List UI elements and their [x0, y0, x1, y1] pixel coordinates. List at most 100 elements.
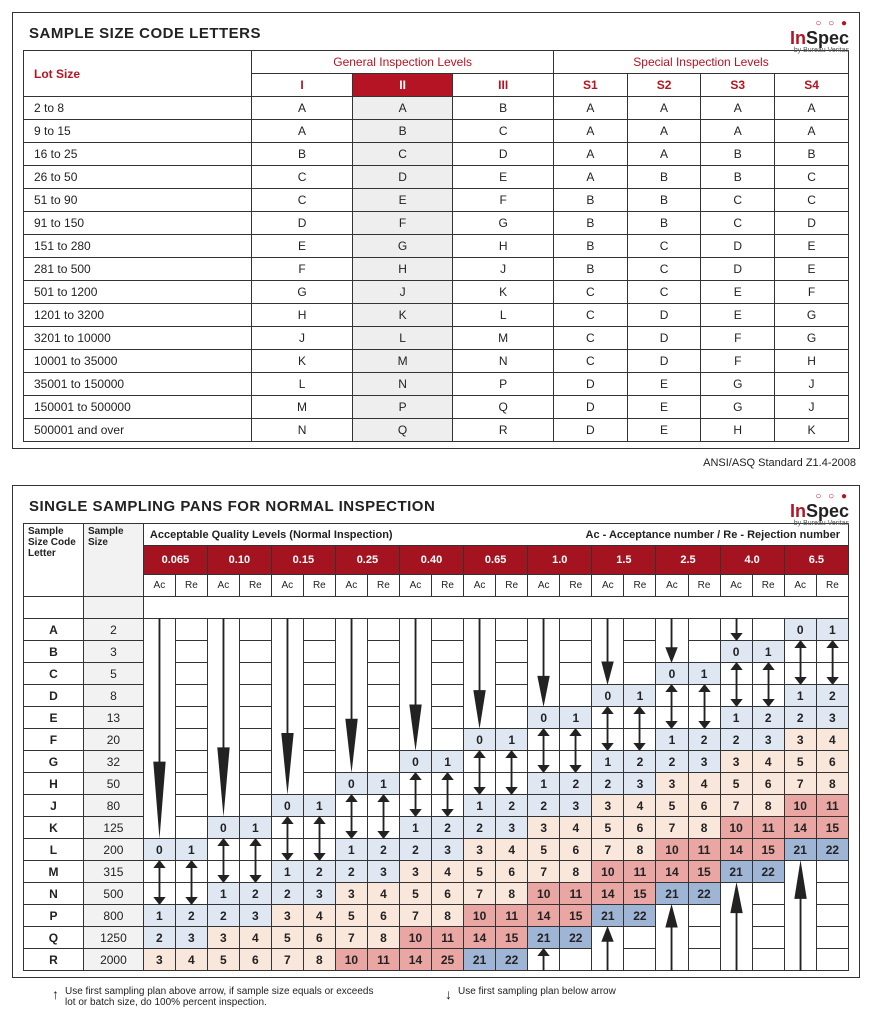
empty-cell	[239, 663, 271, 685]
code-cell: D	[627, 327, 701, 350]
empty-cell	[303, 751, 335, 773]
value-cell: 2	[303, 861, 335, 883]
value-cell: 11	[432, 927, 464, 949]
col-header: I	[252, 74, 353, 97]
arrow-up-icon	[752, 663, 784, 685]
lot-size: 26 to 50	[24, 166, 252, 189]
code-cell: C	[775, 166, 849, 189]
value-cell: 3	[239, 905, 271, 927]
acre-sub: Re	[624, 575, 656, 597]
acre-sub: Re	[239, 575, 271, 597]
empty-cell	[175, 751, 207, 773]
lot-size: 3201 to 10000	[24, 327, 252, 350]
sample-size: 32	[83, 751, 143, 773]
value-cell: 10	[399, 927, 431, 949]
code-cell: E	[775, 258, 849, 281]
value-cell: 5	[528, 839, 560, 861]
value-cell: 1	[656, 729, 688, 751]
code-letter: C	[24, 663, 84, 685]
value-cell: 1	[207, 883, 239, 905]
value-cell: 5	[335, 905, 367, 927]
code-cell: D	[554, 396, 628, 419]
lot-size: 151 to 280	[24, 235, 252, 258]
code-letter: R	[24, 949, 84, 971]
code-cell: J	[453, 258, 554, 281]
acre-sub: Ac	[720, 575, 752, 597]
empty-cell	[752, 949, 784, 971]
col-header: S4	[775, 74, 849, 97]
value-cell: 0	[464, 729, 496, 751]
value-cell: 3	[624, 773, 656, 795]
value-cell: 0	[784, 619, 816, 641]
col-header: S2	[627, 74, 701, 97]
code-cell: E	[252, 235, 353, 258]
value-cell: 14	[464, 927, 496, 949]
empty-cell	[175, 619, 207, 641]
code-cell: B	[252, 143, 353, 166]
empty-cell	[303, 729, 335, 751]
arrow-down-icon	[656, 707, 688, 729]
empty-cell	[752, 905, 784, 927]
empty-cell	[688, 641, 720, 663]
value-cell: 3	[560, 795, 592, 817]
value-cell: 7	[271, 949, 303, 971]
empty-cell	[239, 751, 271, 773]
code-cell: F	[352, 212, 453, 235]
value-cell: 11	[816, 795, 848, 817]
acre-sub: Re	[816, 575, 848, 597]
empty-cell	[496, 641, 528, 663]
acre-sub: Re	[432, 575, 464, 597]
empty-cell	[624, 927, 656, 949]
empty-cell	[239, 773, 271, 795]
value-cell: 0	[656, 663, 688, 685]
code-cell: M	[352, 350, 453, 373]
table2-title: SINGLE SAMPLING PANS FOR NORMAL INSPECTI…	[29, 498, 849, 515]
sampling-plans-panel: ○ ○ ● InSpec by Bureau Veritas SINGLE SA…	[12, 485, 860, 978]
value-cell: 3	[143, 949, 175, 971]
value-cell: 3	[399, 861, 431, 883]
value-cell: 10	[528, 883, 560, 905]
aql-level: 0.65	[464, 546, 528, 575]
arrow-down-icon	[688, 707, 720, 729]
code-cell: L	[252, 373, 353, 396]
value-cell: 1	[720, 707, 752, 729]
aql-level: 4.0	[720, 546, 784, 575]
empty-cell	[239, 707, 271, 729]
arrow-down-icon	[784, 663, 816, 685]
value-cell: 0	[720, 641, 752, 663]
arrow-down-icon	[207, 619, 239, 817]
arrow-down-icon	[528, 751, 560, 773]
code-cell: A	[352, 97, 453, 120]
arrow-up-icon	[464, 751, 496, 773]
code-cell: N	[352, 373, 453, 396]
arrow-down-icon	[720, 619, 752, 641]
empty-cell	[303, 707, 335, 729]
legend: ↑Use first sampling plan above arrow, if…	[52, 986, 820, 1008]
arrow-up-icon	[207, 839, 239, 861]
code-cell: G	[453, 212, 554, 235]
code-cell: B	[554, 189, 628, 212]
lot-size: 501 to 1200	[24, 281, 252, 304]
value-cell: 10	[592, 861, 624, 883]
code-letter: Q	[24, 927, 84, 949]
value-cell: 2	[816, 685, 848, 707]
empty-cell	[688, 905, 720, 927]
aql-level: 6.5	[784, 546, 848, 575]
arrow-down-icon	[335, 619, 367, 773]
value-cell: 6	[688, 795, 720, 817]
value-cell: 1	[335, 839, 367, 861]
empty-cell	[624, 619, 656, 641]
value-cell: 21	[528, 927, 560, 949]
empty-cell	[367, 751, 399, 773]
value-cell: 6	[496, 861, 528, 883]
arrow-down-icon	[143, 619, 175, 839]
value-cell: 10	[720, 817, 752, 839]
code-cell: E	[627, 373, 701, 396]
empty-cell	[367, 707, 399, 729]
value-cell: 15	[624, 883, 656, 905]
value-cell: 1	[175, 839, 207, 861]
value-cell: 5	[464, 861, 496, 883]
code-cell: C	[453, 120, 554, 143]
arrow-down-icon	[239, 861, 271, 883]
value-cell: 2	[367, 839, 399, 861]
